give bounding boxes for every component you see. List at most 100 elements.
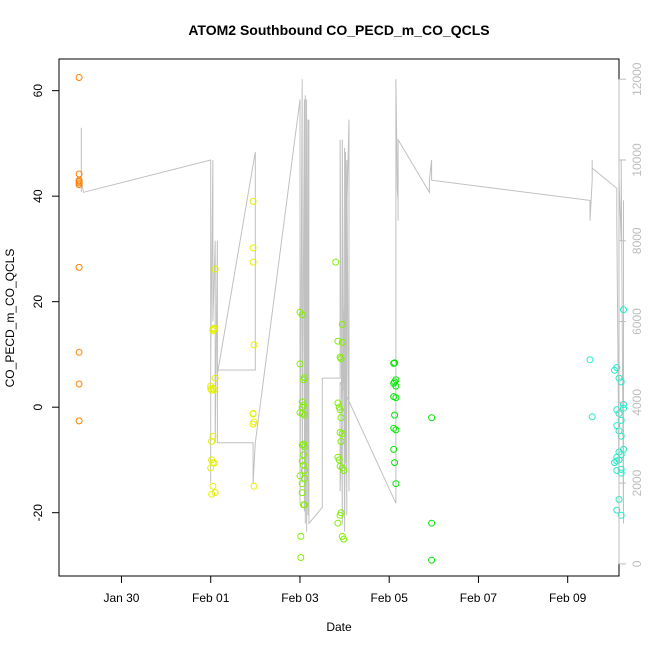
data-point bbox=[334, 519, 342, 527]
altitude-line bbox=[80, 79, 624, 532]
data-point bbox=[249, 420, 257, 428]
y2-tick-label: 8000 bbox=[630, 227, 644, 254]
data-point bbox=[211, 489, 219, 497]
data-point bbox=[620, 306, 627, 314]
data-point bbox=[300, 451, 307, 459]
data-point bbox=[428, 556, 436, 564]
x-tick-label: Feb 01 bbox=[192, 591, 230, 605]
data-point bbox=[337, 438, 345, 445]
x-tick-label: Feb 07 bbox=[460, 591, 498, 605]
chart-title: ATOM2 Southbound CO_PECD_m_CO_QCLS bbox=[188, 22, 489, 38]
data-point bbox=[300, 461, 307, 469]
data-point bbox=[392, 382, 400, 390]
data-point bbox=[617, 432, 625, 440]
data-point bbox=[298, 441, 306, 449]
data-point bbox=[391, 359, 399, 367]
data-point bbox=[338, 430, 346, 438]
data-point bbox=[297, 532, 305, 540]
data-point bbox=[298, 457, 306, 465]
data-point bbox=[334, 337, 342, 345]
data-point bbox=[392, 426, 400, 434]
data-point bbox=[391, 459, 399, 467]
data-point bbox=[334, 399, 342, 407]
data-point bbox=[300, 474, 308, 482]
data-point bbox=[249, 197, 257, 205]
data-point bbox=[208, 490, 216, 498]
data-point bbox=[391, 378, 399, 386]
data-point bbox=[392, 394, 400, 402]
axes: Jan 30 Feb 01 Feb 03 Feb 05 Feb 07 Feb 09 -20 0… bbox=[31, 62, 644, 605]
data-point bbox=[336, 511, 344, 519]
data-point bbox=[211, 265, 219, 273]
data-point bbox=[335, 456, 343, 464]
data-point bbox=[75, 380, 83, 388]
data-point bbox=[297, 554, 305, 561]
data-point bbox=[338, 320, 346, 328]
x-tick-label: Feb 09 bbox=[549, 591, 587, 605]
data-point bbox=[337, 355, 345, 363]
data-point bbox=[391, 411, 399, 419]
data-points bbox=[75, 74, 627, 564]
data-point bbox=[340, 467, 348, 474]
data-point bbox=[336, 462, 344, 470]
data-point bbox=[392, 480, 400, 488]
data-point bbox=[586, 356, 594, 364]
data-point bbox=[390, 424, 398, 432]
x-axis-label: Date bbox=[326, 620, 352, 634]
y2-tick-label: 10000 bbox=[630, 143, 644, 177]
secondary-series bbox=[80, 79, 624, 532]
data-point bbox=[620, 404, 627, 412]
data-point bbox=[298, 398, 306, 406]
data-point bbox=[210, 325, 218, 333]
data-point bbox=[617, 511, 625, 519]
data-point bbox=[300, 467, 308, 474]
y2-tick-label: 4000 bbox=[630, 389, 644, 416]
data-point bbox=[336, 353, 344, 361]
data-point bbox=[338, 338, 346, 346]
data-point bbox=[209, 384, 217, 392]
y2-tick-label: 6000 bbox=[630, 308, 644, 335]
plot-area bbox=[58, 58, 620, 577]
data-point bbox=[428, 519, 436, 527]
y-tick-label: 40 bbox=[31, 189, 45, 203]
data-point bbox=[211, 374, 219, 382]
data-point bbox=[617, 378, 625, 386]
data-point bbox=[340, 535, 348, 543]
data-point bbox=[209, 482, 217, 490]
data-point bbox=[613, 364, 621, 372]
y-tick-label: 60 bbox=[31, 84, 45, 98]
data-point bbox=[332, 258, 340, 266]
data-point bbox=[428, 414, 436, 422]
data-point bbox=[249, 410, 257, 418]
data-point bbox=[617, 469, 625, 477]
data-point bbox=[298, 489, 306, 497]
data-point bbox=[617, 465, 625, 473]
y2-tick-label: 12000 bbox=[630, 62, 644, 96]
y2-tick-label: 0 bbox=[630, 560, 644, 567]
data-point bbox=[210, 386, 218, 394]
data-point bbox=[249, 244, 257, 252]
data-point bbox=[617, 416, 625, 424]
data-point bbox=[75, 74, 83, 81]
data-point bbox=[75, 263, 83, 271]
y-tick-label: -20 bbox=[31, 504, 45, 522]
data-point bbox=[298, 311, 306, 319]
y2-tick-label: 2000 bbox=[630, 469, 644, 496]
data-point bbox=[296, 409, 304, 416]
y-axis-label: CO_PECD_m_CO_QCLS bbox=[3, 249, 17, 388]
data-point bbox=[613, 506, 621, 514]
data-point bbox=[296, 360, 304, 368]
data-point bbox=[336, 406, 344, 414]
data-point bbox=[75, 417, 83, 425]
data-point bbox=[249, 258, 257, 266]
data-point bbox=[613, 406, 621, 414]
data-point bbox=[613, 457, 621, 465]
data-point bbox=[337, 414, 345, 422]
data-point bbox=[300, 501, 307, 509]
data-point bbox=[75, 179, 83, 187]
data-point bbox=[250, 341, 258, 349]
data-point bbox=[75, 348, 83, 356]
y-tick-label: 20 bbox=[31, 295, 45, 309]
data-point bbox=[390, 445, 398, 453]
